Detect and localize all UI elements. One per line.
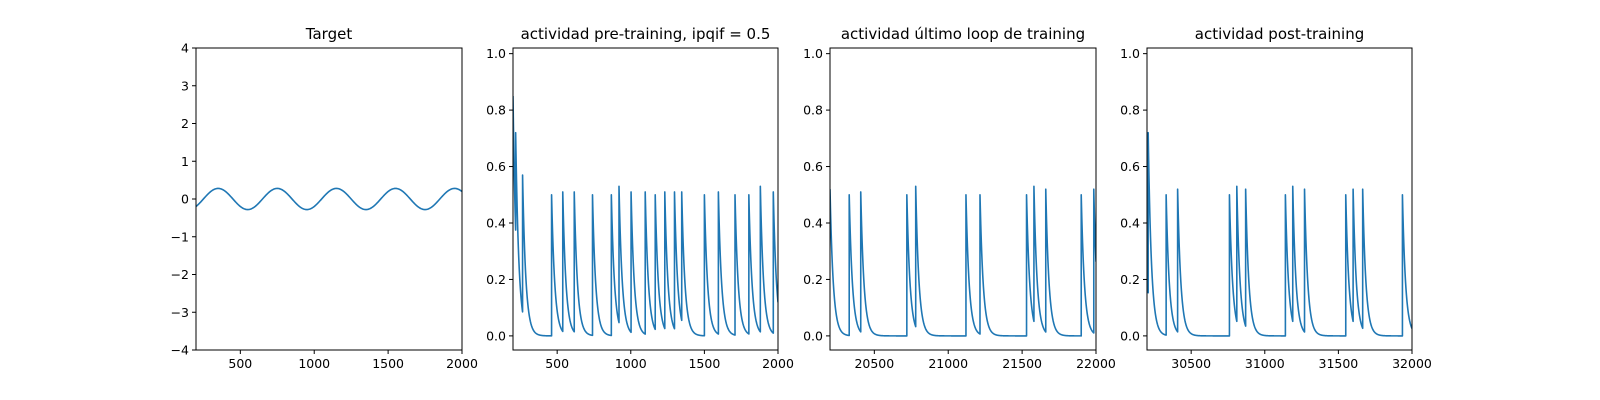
y-tick-label: 0.4 (486, 215, 506, 230)
x-tick-label: 1500 (688, 356, 720, 371)
y-tick-label: −4 (171, 343, 189, 358)
y-tick-label: 0.4 (1120, 215, 1140, 230)
y-tick-label: 4 (181, 41, 189, 56)
y-tick-label: 0.2 (803, 272, 823, 287)
x-tick-label: 31000 (1245, 356, 1285, 371)
x-tick-label: 2000 (762, 356, 794, 371)
y-tick-label: 0.0 (1120, 328, 1140, 343)
x-tick-label: 1500 (372, 356, 404, 371)
y-tick-label: 0.6 (486, 159, 506, 174)
x-tick-label: 30500 (1171, 356, 1211, 371)
y-tick-label: 0.2 (1120, 272, 1140, 287)
y-tick-label: 0.4 (803, 215, 823, 230)
y-tick-label: 1 (181, 154, 189, 169)
x-tick-label: 32000 (1392, 356, 1432, 371)
y-tick-label: 0.0 (486, 328, 506, 343)
subplot-3: 20500 21000 21500 22000 0.0 0.2 0.4 0.6 0.8 1.0 ac… (803, 25, 1116, 371)
subplot-2: 500 1000 1500 2000 0.0 0.2 0.4 0.6 0.8 1.0 activid… (486, 25, 794, 371)
y-tick-label: −2 (171, 267, 189, 282)
subplot-title: Target (305, 25, 353, 43)
series-line (196, 187, 462, 211)
series-line (513, 95, 778, 337)
y-tick-label: −1 (171, 229, 189, 244)
y-tick-label: −3 (171, 305, 189, 320)
axes-frame (829, 47, 1097, 351)
axes-frame (1146, 47, 1413, 351)
y-tick-label: 0.6 (1120, 159, 1140, 174)
subplot-title: actividad último loop de training (841, 25, 1085, 43)
x-tick-label: 22000 (1076, 356, 1116, 371)
y-tick-label: 0.8 (803, 103, 823, 118)
x-tick-label: 21500 (1002, 356, 1042, 371)
y-tick-label: 1.0 (486, 46, 506, 61)
x-tick-label: 20500 (854, 356, 894, 371)
x-tick-label: 500 (545, 356, 569, 371)
y-tick-label: 0.8 (1120, 103, 1140, 118)
x-tick-label: 1000 (298, 356, 330, 371)
subplot-1: 500 1000 1500 2000 −4 −3 −2 −1 0 1 2 3 4 Target (171, 25, 478, 371)
y-tick-label: 0 (181, 192, 189, 207)
y-tick-label: 3 (181, 78, 189, 93)
x-tick-label: 500 (228, 356, 252, 371)
axes-frame (195, 47, 463, 351)
y-tick-label: 0.6 (803, 159, 823, 174)
subplot-4: 30500 31000 31500 32000 0.0 0.2 0.4 0.6 0.8 1.0 ac… (1120, 25, 1432, 371)
axes-frame (512, 47, 779, 351)
x-tick-label: 21000 (928, 356, 968, 371)
y-tick-label: 2 (181, 116, 189, 131)
subplot-title: actividad post-training (1195, 25, 1364, 43)
y-tick-label: 1.0 (803, 46, 823, 61)
subplot-title: actividad pre-training, ipqif = 0.5 (521, 25, 771, 43)
y-tick-label: 0.0 (803, 328, 823, 343)
x-tick-label: 1000 (615, 356, 647, 371)
x-tick-label: 2000 (446, 356, 478, 371)
x-tick-label: 31500 (1319, 356, 1359, 371)
y-tick-label: 1.0 (1120, 46, 1140, 61)
series-line (1147, 131, 1412, 337)
y-tick-label: 0.8 (486, 103, 506, 118)
series-line (830, 185, 1096, 337)
y-tick-label: 0.2 (486, 272, 506, 287)
